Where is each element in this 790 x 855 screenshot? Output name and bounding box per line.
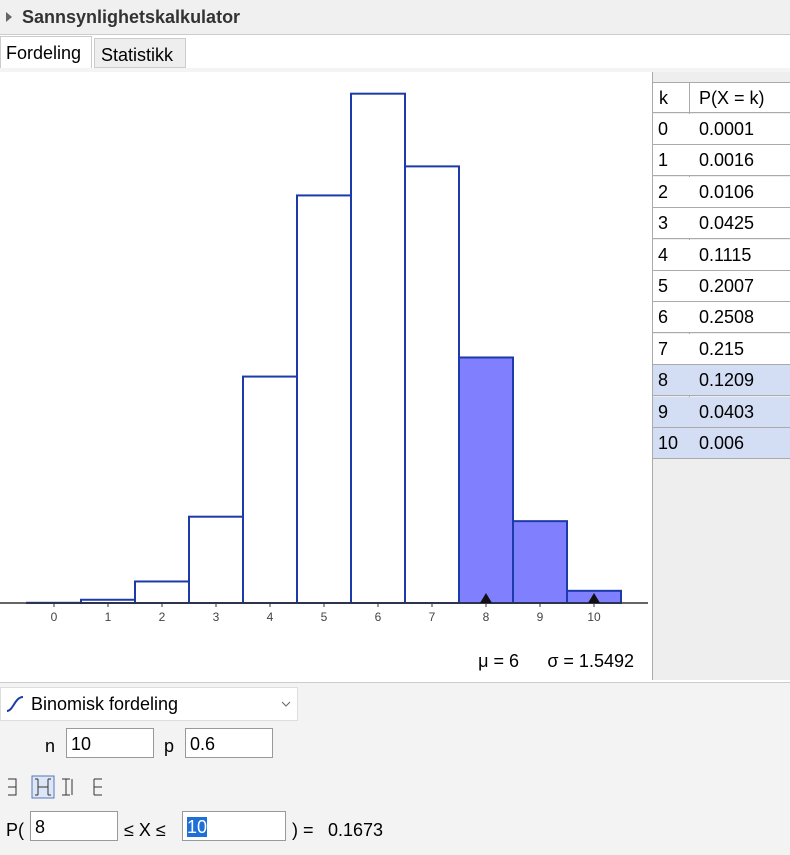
x-tick-label: 7 bbox=[429, 610, 436, 624]
interval-marker bbox=[480, 593, 492, 603]
table-k: 10 bbox=[658, 433, 679, 453]
interval-buttons[interactable] bbox=[4, 775, 108, 799]
bar bbox=[404, 165, 460, 604]
table-p: 0.1209 bbox=[699, 370, 755, 391]
param-label: n bbox=[45, 736, 56, 756]
x-tick-label: 1 bbox=[105, 610, 112, 624]
table-row[interactable]: 2 0.0106 bbox=[653, 176, 790, 208]
table-p: 0.0016 bbox=[699, 150, 755, 171]
high-input[interactable]: 10 bbox=[182, 811, 286, 841]
table-p: 0.2508 bbox=[699, 307, 755, 328]
table-k: 6 bbox=[658, 307, 669, 328]
bar bbox=[242, 375, 298, 605]
low-input[interactable]: 8 bbox=[30, 811, 118, 841]
x-tick-label: 5 bbox=[321, 610, 328, 624]
table-row[interactable]: 7 0.215 bbox=[653, 333, 790, 365]
bar bbox=[350, 92, 406, 605]
table-row[interactable]: 4 0.1115 bbox=[653, 239, 790, 271]
high-value: 10 bbox=[187, 817, 208, 837]
controls-panel: Binomisk fordeling n 10 p 0.6 P( 8 ≤ X ≤… bbox=[0, 682, 790, 855]
table-p: 0.1115 bbox=[699, 244, 752, 265]
title-bar: Sannsynlighetskalkulator bbox=[0, 0, 790, 35]
table-row[interactable]: 3 0.0425 bbox=[653, 208, 790, 240]
distribution-select[interactable]: Binomisk fordeling bbox=[0, 687, 298, 721]
sd-text: σ = 1.5492 bbox=[547, 651, 634, 671]
table-p: 0.006 bbox=[699, 433, 745, 453]
table-k: 7 bbox=[658, 338, 669, 359]
collapse-icon[interactable] bbox=[4, 10, 14, 24]
tab-active[interactable]: Fordeling bbox=[0, 36, 92, 68]
x-tick-label: 9 bbox=[537, 610, 544, 624]
bar bbox=[134, 580, 190, 604]
x-tick-label: 3 bbox=[213, 610, 220, 624]
title: Sannsynlighetskalkulator bbox=[22, 7, 241, 27]
table-row[interactable]: 0 0.0001 bbox=[653, 114, 790, 145]
x-tick-label: 8 bbox=[483, 610, 490, 624]
table-row[interactable]: 6 0.2508 bbox=[653, 302, 790, 334]
tab[interactable]: Statistikk bbox=[94, 38, 186, 68]
header-k: k bbox=[659, 88, 668, 108]
x-tick-label: 6 bbox=[375, 610, 382, 624]
table-p: 0.0106 bbox=[699, 181, 755, 202]
table-p: 0.0425 bbox=[699, 213, 755, 234]
dropdown-arrow bbox=[281, 701, 291, 707]
table-k: 4 bbox=[658, 244, 669, 265]
chart: σ = 1.5492 μ = 6 0 1 2 3 4 5 6 7 8 9 10 bbox=[0, 92, 648, 671]
table-p: 0.0403 bbox=[699, 401, 755, 422]
header-p: P(X = k) bbox=[699, 88, 765, 108]
x-tick-label: 2 bbox=[159, 610, 166, 624]
x-tick-label: 4 bbox=[267, 610, 274, 624]
table-row[interactable]: 5 0.2007 bbox=[653, 271, 790, 302]
table-p: 0.215 bbox=[699, 338, 745, 359]
table-k: 2 bbox=[658, 181, 669, 202]
x-tick-label: 10 bbox=[587, 610, 601, 624]
table-k: 5 bbox=[658, 276, 669, 296]
table-k: 1 bbox=[658, 150, 669, 171]
mean-text: μ = 6 bbox=[478, 651, 519, 671]
bar bbox=[296, 194, 352, 604]
table-k: 9 bbox=[658, 401, 669, 422]
distribution-name: Binomisk fordeling bbox=[31, 694, 179, 714]
bar bbox=[188, 515, 244, 605]
interval-marker bbox=[588, 593, 600, 603]
between-text: ≤ X ≤ bbox=[124, 820, 166, 840]
x-tick-label: 0 bbox=[51, 610, 58, 624]
table-row[interactable]: 9 0.0403 bbox=[653, 396, 790, 428]
table-row[interactable]: 1 0.0016 bbox=[653, 145, 790, 177]
prob-open: P( bbox=[6, 820, 24, 840]
probability-table: k P(X = k) 0 0.0001 1 0.0016 2 0.0106 3 0.0425 4… bbox=[652, 72, 790, 680]
prob-close: ) = bbox=[292, 820, 314, 840]
tab-strip bbox=[0, 68, 790, 72]
table-k: 3 bbox=[658, 213, 669, 234]
table-p: 0.2007 bbox=[699, 276, 755, 296]
prob-result: 0.1673 bbox=[328, 820, 384, 840]
table-row[interactable]: 8 0.1209 bbox=[653, 365, 790, 397]
table-row[interactable]: 10 0.006 bbox=[653, 428, 790, 459]
table-k: 8 bbox=[658, 370, 669, 391]
table-p: 0.0001 bbox=[699, 119, 755, 139]
param-input[interactable]: 0.6 bbox=[185, 728, 273, 758]
distribution-icon bbox=[6, 696, 24, 712]
bar bbox=[458, 356, 514, 605]
table-header: k P(X = k) bbox=[653, 82, 790, 113]
param-input[interactable]: 10 bbox=[66, 728, 154, 758]
bar bbox=[512, 520, 568, 604]
table-k: 0 bbox=[658, 119, 669, 139]
param-label: p bbox=[164, 736, 175, 756]
